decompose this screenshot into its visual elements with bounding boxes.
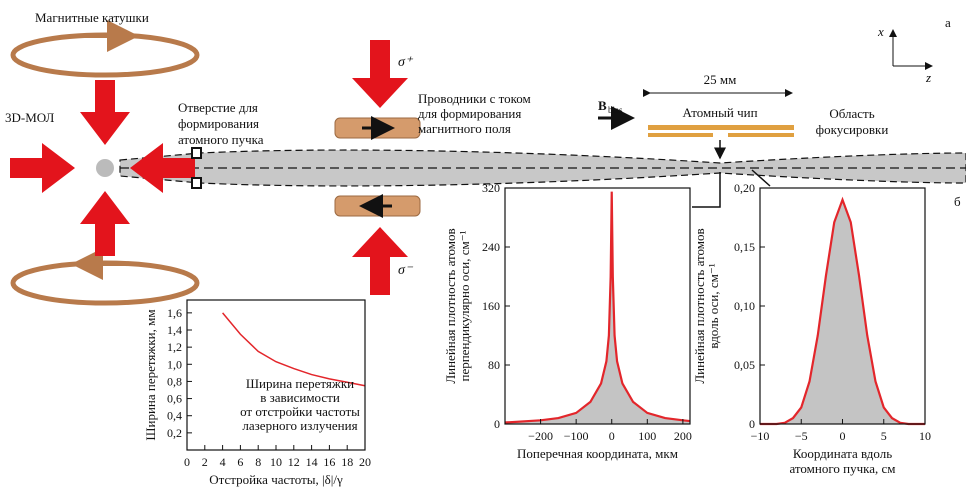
x-tick-label: −5 — [795, 429, 808, 443]
y-tick-label: 0,8 — [167, 374, 182, 388]
x-tick-label: −200 — [528, 429, 553, 443]
label: Магнитные катушки — [35, 10, 149, 25]
coil-top — [13, 35, 197, 75]
label: Отверстие для — [178, 100, 258, 115]
annotation: лазерного излучения — [242, 418, 357, 433]
y-axis-label: вдоль оси, см⁻¹ — [706, 263, 721, 348]
x-tick-label: 200 — [674, 429, 692, 443]
y-tick-label: 1,4 — [167, 323, 182, 337]
label: для формирования — [418, 106, 521, 121]
x-tick-label: 20 — [359, 455, 371, 469]
y-tick-label: 0 — [494, 417, 500, 431]
y-tick-label: 1,6 — [167, 306, 182, 320]
y-tick-label: 0,20 — [734, 181, 755, 195]
x-tick-label: 14 — [306, 455, 318, 469]
label: bias — [608, 105, 623, 115]
aperture — [192, 148, 201, 158]
y-tick-label: 0,2 — [167, 426, 182, 440]
x-tick-label: 2 — [202, 455, 208, 469]
label: σ⁺ — [398, 55, 414, 70]
x-tick-label: 16 — [323, 455, 335, 469]
chip — [728, 133, 794, 137]
y-axis-label: Линейная плотность атомов — [443, 228, 458, 383]
y-tick-label: 1,2 — [167, 340, 182, 354]
x-tick-label: 5 — [881, 429, 887, 443]
x-tick-label: 10 — [270, 455, 282, 469]
atom-cloud — [96, 159, 114, 177]
aperture — [192, 178, 201, 188]
connector — [692, 172, 720, 207]
label: z — [925, 70, 931, 85]
figure: Магнитные катушки 3D-МОЛ Отверстие для ф… — [0, 0, 966, 490]
y-tick-label: 0,6 — [167, 392, 182, 406]
annotation: Ширина перетяжки — [246, 376, 354, 391]
label: магнитного поля — [418, 121, 511, 136]
label: формирования — [178, 116, 259, 131]
x-tick-label: −10 — [751, 429, 770, 443]
coil-bottom — [13, 263, 197, 303]
label: Проводники с током — [418, 91, 531, 106]
x-axis-label: Координата вдоль — [793, 446, 892, 461]
x-tick-label: 4 — [220, 455, 226, 469]
x-tick-label: 12 — [288, 455, 300, 469]
y-tick-label: 0,4 — [167, 409, 182, 423]
chip — [648, 125, 794, 130]
y-tick-label: 0,10 — [734, 299, 755, 313]
label: Область — [829, 106, 874, 121]
label: атомного пучка — [178, 132, 264, 147]
x-tick-label: 18 — [341, 455, 353, 469]
label: B — [598, 98, 607, 113]
y-axis-label: перпендикулярно оси, см⁻¹ — [457, 230, 472, 381]
x-tick-label: −100 — [564, 429, 589, 443]
y-axis-label: Ширина перетяжки, мм — [143, 309, 158, 440]
x-axis-label: Поперечная координата, мкм — [517, 446, 678, 461]
annotation: в зависимости — [260, 390, 340, 405]
x-axis-label: Отстройка частоты, |δ|/γ — [209, 472, 343, 487]
x-tick-label: 10 — [919, 429, 931, 443]
x-tick-label: 0 — [184, 455, 190, 469]
label: б — [954, 194, 961, 209]
annotation: от отстройки частоты — [240, 404, 360, 419]
x-tick-label: 100 — [638, 429, 656, 443]
label: а — [945, 15, 951, 30]
y-tick-label: 1,0 — [167, 357, 182, 371]
label: x — [877, 24, 884, 39]
y-tick-label: 240 — [482, 240, 500, 254]
x-tick-label: 0 — [609, 429, 615, 443]
x-tick-label: 6 — [237, 455, 243, 469]
y-tick-label: 0 — [749, 417, 755, 431]
y-tick-label: 320 — [482, 181, 500, 195]
label: Атомный чип — [682, 105, 757, 120]
label: 3D-МОЛ — [5, 110, 55, 125]
x-tick-label: 0 — [840, 429, 846, 443]
y-axis-label: Линейная плотность атомов — [692, 228, 707, 383]
y-tick-label: 160 — [482, 299, 500, 313]
x-axis-label: атомного пучка, см — [789, 461, 895, 476]
y-tick-label: 0,05 — [734, 358, 755, 372]
chip — [648, 133, 713, 137]
x-tick-label: 8 — [255, 455, 261, 469]
y-tick-label: 80 — [488, 358, 500, 372]
label: 25 мм — [704, 72, 737, 87]
y-tick-label: 0,15 — [734, 240, 755, 254]
label: σ⁻ — [398, 263, 414, 278]
label: фокусировки — [816, 122, 889, 137]
